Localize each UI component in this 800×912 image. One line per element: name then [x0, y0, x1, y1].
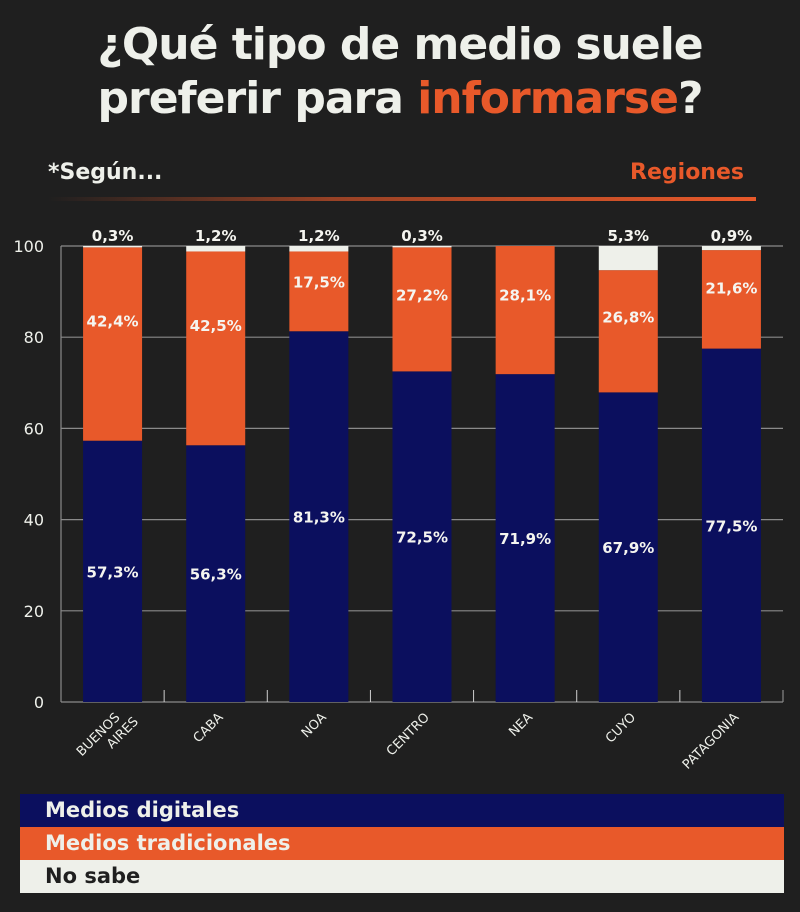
data-label: 1,2%: [195, 227, 237, 245]
y-tick-label: 60: [24, 419, 44, 438]
x-tick-label: PATAGONIA: [680, 710, 742, 772]
data-label: 81,3%: [293, 509, 345, 527]
bar-segment-medios-digitales: [495, 374, 555, 702]
bar-segment-medios-tradicionales: [83, 247, 143, 441]
bar-segment-medios-digitales: [186, 445, 246, 702]
y-tick-label: 100: [13, 237, 44, 256]
bar-segment-no-sabe: [598, 246, 658, 271]
y-tick-label: 20: [24, 602, 44, 621]
bars: [83, 246, 761, 702]
data-label: 17,5%: [293, 274, 345, 292]
subtitle-regiones: Regiones: [630, 160, 744, 185]
x-tick-label: NOA: [299, 710, 330, 741]
x-tick-label-text: CENTRO: [384, 710, 433, 759]
data-label: 71,9%: [499, 530, 551, 548]
data-label: 28,1%: [499, 287, 551, 305]
data-label: 77,5%: [705, 517, 757, 535]
data-label: 5,3%: [607, 227, 649, 245]
bar-segment-medios-tradicionales: [598, 270, 658, 393]
bar-segment-medios-digitales: [83, 440, 143, 702]
bar-segment-no-sabe: [392, 246, 452, 248]
y-axis-ticks: 0 20 40 60 80 100: [13, 237, 44, 712]
bar-segment-medios-digitales: [392, 371, 452, 702]
bar-segment-no-sabe: [701, 246, 761, 251]
legend-item-no-sabe: No sabe: [20, 860, 784, 893]
data-label: 56,3%: [190, 566, 242, 584]
subtitle-segun: *Según...: [48, 160, 163, 185]
legend-item-digital: Medios digitales: [20, 794, 784, 827]
title-line-2-prefix: preferir para: [97, 73, 418, 124]
title-line-2: preferir para informarse?: [0, 72, 800, 126]
bar-segment-no-sabe: [186, 246, 246, 252]
bar-segment-medios-digitales: [701, 348, 761, 702]
legend: Medios digitales Medios tradicionales No…: [20, 794, 784, 893]
bar-segment-medios-tradicionales: [701, 250, 761, 349]
title-line-2-suffix: ?: [677, 73, 704, 124]
y-tick-label: 80: [24, 328, 44, 347]
bar-segment-medios-digitales: [289, 331, 349, 702]
x-tick-label-text: PATAGONIA: [680, 710, 742, 772]
bar-segment-medios-digitales: [598, 392, 658, 702]
data-label: 0,3%: [92, 227, 134, 245]
x-tick-label: NEA: [506, 710, 536, 740]
chart-title: ¿Qué tipo de medio suele preferir para i…: [0, 18, 800, 126]
x-tick-label: CENTRO: [384, 710, 433, 759]
data-label: 42,5%: [190, 317, 242, 335]
x-tick-label-text: NOA: [299, 710, 330, 741]
x-tick-label-text: CUYO: [603, 710, 639, 746]
data-label: 21,6%: [705, 279, 757, 297]
data-label: 26,8%: [602, 309, 654, 327]
bar-segment-medios-tradicionales: [186, 251, 246, 446]
bar-segment-medios-tradicionales: [392, 247, 452, 372]
data-label: 0,3%: [401, 227, 443, 245]
data-label: 42,4%: [87, 313, 139, 331]
bar-segment-no-sabe: [83, 246, 143, 248]
stacked-bar-chart: 0 20 40 60 80 100 57,3% 42,4% 0,3% 56,3% 42,5% 1,2…: [13, 227, 784, 773]
title-line-1: ¿Qué tipo de medio suele: [97, 19, 703, 70]
data-label: 27,2%: [396, 286, 448, 304]
data-label: 67,9%: [602, 539, 654, 557]
x-tick-label-text: CABA: [191, 710, 227, 746]
x-tick-label: CUYO: [603, 710, 639, 746]
data-label: 0,9%: [711, 227, 753, 245]
y-tick-label: 0: [34, 693, 44, 712]
data-label: 57,3%: [87, 563, 139, 581]
data-labels: 57,3% 42,4% 0,3% 56,3% 42,5% 1,2% 81,3% 17,5% 1,…: [87, 227, 758, 584]
x-tick-label-text: NEA: [506, 710, 536, 740]
x-tick-label: CABA: [191, 710, 227, 746]
legend-item-traditional: Medios tradicionales: [20, 827, 784, 860]
title-highlight: informarse: [417, 73, 679, 124]
data-label: 72,5%: [396, 529, 448, 547]
subtitle-divider: [48, 197, 756, 201]
bar-segment-medios-tradicionales: [289, 251, 349, 332]
y-tick-label: 40: [24, 511, 44, 530]
data-label: 1,2%: [298, 227, 340, 245]
bar-segment-medios-tradicionales: [495, 246, 555, 375]
bar-segment-no-sabe: [289, 246, 349, 252]
